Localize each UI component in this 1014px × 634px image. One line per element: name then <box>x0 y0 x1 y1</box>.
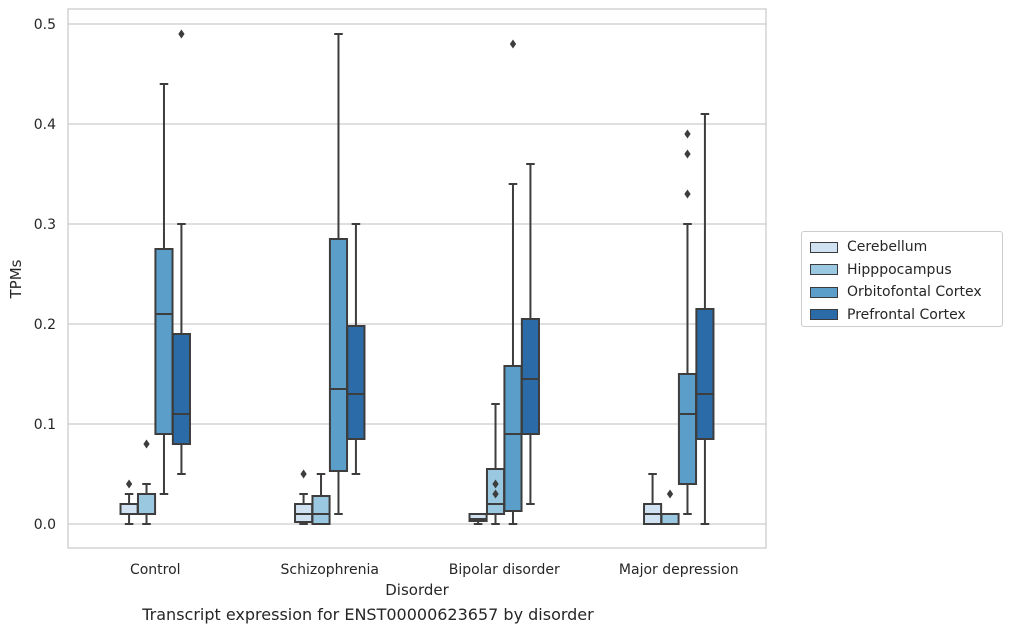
box-2-0 <box>468 513 488 525</box>
box-3-0 <box>643 473 663 525</box>
iqr-box <box>136 493 157 515</box>
box-0-2 <box>154 83 174 495</box>
x-tick-label: Control <box>130 562 181 578</box>
x-axis-ticks: Control Schizophrenia Bipolar disorder Majo… <box>130 562 739 578</box>
y-tick-label: 0.2 <box>34 317 56 333</box>
iqr-box <box>660 513 680 525</box>
y-axis-label: TPMs <box>7 259 25 299</box>
box-0-1 <box>136 439 157 525</box>
iqr-box <box>346 325 366 440</box>
outlier-point <box>125 479 133 489</box>
plot-area-frame <box>67 8 767 549</box>
x-tick-label: Schizophrenia <box>281 562 379 578</box>
legend-item: Orbitofontal Cortex <box>810 281 1002 304</box>
legend-swatch <box>810 241 838 253</box>
y-tick-label: 0.0 <box>34 517 56 533</box>
box-1-3 <box>346 223 366 475</box>
outlier-point <box>509 39 517 49</box>
outlier-point <box>178 29 185 39</box>
legend-label: Cerebellum <box>847 239 928 256</box>
legend-swatch <box>810 309 838 321</box>
iqr-box <box>468 513 488 522</box>
outlier-point <box>684 129 691 139</box>
iqr-box <box>503 365 523 512</box>
iqr-box <box>154 248 174 435</box>
iqr-box <box>171 333 191 445</box>
box-2-1 <box>485 403 506 525</box>
legend-label: Prefrontal Cortex <box>847 306 966 323</box>
legend-label: Orbitofontal Cortex <box>847 284 982 301</box>
iqr-box <box>520 318 540 435</box>
legend-item: Cerebellum <box>810 236 1002 259</box>
outlier-point <box>666 489 674 499</box>
box-1-1 <box>311 473 331 525</box>
outlier-point <box>143 439 150 449</box>
outlier-point <box>684 189 691 199</box>
box-1-0 <box>294 469 314 525</box>
iqr-box <box>328 238 349 472</box>
box-1-2 <box>328 33 349 515</box>
outlier-point <box>492 479 499 489</box>
legend-label: Hipppocampus <box>847 261 952 278</box>
x-tick-label: Bipolar disorder <box>449 562 560 578</box>
iqr-box <box>677 373 698 485</box>
box-0-3 <box>171 29 191 475</box>
legend-swatch <box>810 286 838 298</box>
iqr-box <box>119 503 139 515</box>
outlier-point <box>492 489 499 499</box>
box-series <box>119 29 715 525</box>
legend-item: Hipppocampus <box>810 259 1002 282</box>
outlier-point <box>684 149 691 159</box>
y-tick-label: 0.5 <box>34 17 56 33</box>
box-3-3 <box>695 113 715 525</box>
chart-caption: Transcript expression for ENST0000062365… <box>142 605 594 624</box>
legend: Cerebellum Hipppocampus Orbitofontal Corte… <box>801 231 1003 327</box>
box-2-3 <box>520 163 540 505</box>
outlier-point <box>300 469 307 479</box>
iqr-box <box>695 308 715 440</box>
y-tick-label: 0.3 <box>34 217 56 233</box>
box-0-0 <box>119 479 139 525</box>
y-tick-label: 0.4 <box>34 117 56 133</box>
box-3-2 <box>677 129 698 515</box>
y-axis-ticks: 0.0 0.1 0.2 0.3 0.4 0.5 <box>34 17 56 533</box>
legend-swatch <box>810 264 838 276</box>
iqr-box <box>311 495 331 525</box>
box-3-1 <box>660 489 680 525</box>
box-2-2 <box>503 39 523 525</box>
x-tick-label: Major depression <box>619 562 739 578</box>
x-axis-label: Disorder <box>385 581 449 599</box>
y-tick-label: 0.1 <box>34 417 56 433</box>
legend-item: Prefrontal Cortex <box>810 304 1002 327</box>
